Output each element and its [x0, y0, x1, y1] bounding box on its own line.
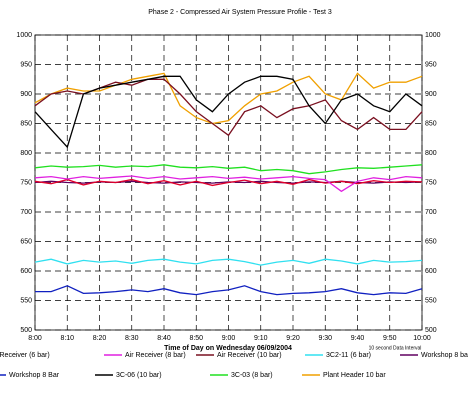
x-tick-label: 8:20: [93, 335, 107, 342]
y2-tick-label: 550: [425, 297, 437, 304]
x-tick-label: 8:30: [125, 335, 139, 342]
note: 10 second Data Interval: [369, 345, 422, 351]
x-tick-label: 9:30: [318, 335, 332, 342]
x-tick-label: 8:40: [157, 335, 171, 342]
x-tick-label: 8:50: [189, 335, 203, 342]
legend-label: 3C2-11 (6 bar): [326, 352, 371, 359]
y2-tick-label: 700: [425, 209, 437, 216]
x-tick-label: 9:10: [254, 335, 268, 342]
legend-label: Workshop 8 bar: [421, 352, 468, 359]
y2-tick-label: 600: [425, 268, 437, 275]
y-tick-label: 950: [20, 61, 32, 68]
y-tick-label: 600: [20, 268, 32, 275]
legend-label: Air Receiver (10 bar): [217, 352, 282, 359]
y-tick-label: 700: [20, 209, 32, 216]
y-tick-label: 550: [20, 297, 32, 304]
y2-tick-label: 900: [425, 91, 437, 98]
legend-label: Air Receiver (8 bar): [125, 352, 186, 359]
x-tick-label: 9:20: [286, 335, 300, 342]
y2-tick-label: 950: [425, 61, 437, 68]
y-tick-label: 750: [20, 179, 32, 186]
legend-label: 3C-03 (8 bar): [231, 372, 273, 379]
y-tick-label: 900: [20, 91, 32, 98]
y-tick-label: 850: [20, 120, 32, 127]
x-tick-label: 8:00: [28, 335, 42, 342]
x-tick-label: 9:00: [222, 335, 236, 342]
y2-tick-label: 500: [425, 327, 437, 334]
chart-title: Phase 2 - Compressed Air System Pressure…: [148, 9, 332, 16]
y-tick-label: 1000: [16, 32, 32, 39]
legend-label: 3C-06 (10 bar): [116, 372, 162, 379]
x-tick-label: 8:10: [60, 335, 74, 342]
y-tick-label: 650: [20, 238, 32, 245]
y2-tick-label: 650: [425, 238, 437, 245]
legend-label: Air Receiver (6 bar): [0, 352, 50, 359]
x-tick-label: 9:40: [351, 335, 365, 342]
x-tick-label: 10:00: [413, 335, 431, 342]
y2-tick-label: 1000: [425, 32, 441, 39]
y2-tick-label: 850: [425, 120, 437, 127]
legend-label: Plant Header 10 bar: [323, 372, 386, 379]
y2-tick-label: 750: [425, 179, 437, 186]
x-axis-label: Time of Day on Wednesday 06/09/2004: [164, 345, 292, 352]
legend-label: Workshop 8 Bar: [9, 372, 60, 379]
y-tick-label: 800: [20, 150, 32, 157]
x-tick-label: 9:50: [383, 335, 397, 342]
y-tick-label: 500: [20, 327, 32, 334]
chart: Phase 2 - Compressed Air System Pressure…: [0, 0, 468, 411]
y2-tick-label: 800: [425, 150, 437, 157]
